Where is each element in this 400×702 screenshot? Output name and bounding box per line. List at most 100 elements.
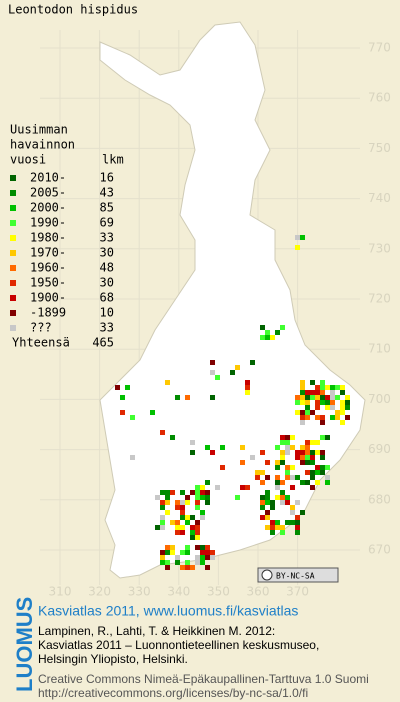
record-square	[300, 420, 305, 425]
legend-swatch	[10, 280, 16, 286]
legend-swatch	[10, 310, 16, 316]
record-square	[300, 415, 305, 420]
legend-label: 2005-	[30, 186, 66, 200]
record-square	[160, 430, 165, 435]
record-square	[330, 400, 335, 405]
legend-swatch	[10, 190, 16, 196]
legend-label: 1970-	[30, 246, 66, 260]
record-square	[300, 410, 305, 415]
record-square	[290, 475, 295, 480]
record-square	[260, 470, 265, 475]
legend-count: 43	[100, 186, 114, 200]
record-square	[330, 390, 335, 395]
record-square	[180, 510, 185, 515]
record-square	[190, 530, 195, 535]
record-square	[305, 445, 310, 450]
legend-swatch	[10, 220, 16, 226]
record-square	[295, 500, 300, 505]
record-square	[290, 520, 295, 525]
record-square	[200, 550, 205, 555]
record-square	[285, 435, 290, 440]
legend-label: 1980-	[30, 231, 66, 245]
record-square	[180, 525, 185, 530]
record-square	[265, 510, 270, 515]
record-square	[290, 510, 295, 515]
record-square	[285, 470, 290, 475]
citation: Lampinen, R., Lahti, T. & Heikkinen M. 2…	[38, 624, 275, 638]
record-square	[260, 480, 265, 485]
y-label: 740	[368, 191, 391, 205]
record-square	[220, 445, 225, 450]
record-square	[305, 415, 310, 420]
legend-count: 30	[100, 276, 114, 290]
record-square	[285, 445, 290, 450]
record-square	[295, 475, 300, 480]
y-label: 670	[368, 543, 391, 557]
record-square	[165, 560, 170, 565]
record-square	[215, 485, 220, 490]
record-square	[190, 565, 195, 570]
x-label: 350	[207, 585, 230, 599]
legend-label: 2000-	[30, 201, 66, 215]
record-square	[320, 465, 325, 470]
record-square	[315, 450, 320, 455]
record-square	[295, 530, 300, 535]
record-square	[305, 390, 310, 395]
record-square	[305, 470, 310, 475]
record-square	[315, 415, 320, 420]
x-label: 310	[49, 585, 72, 599]
record-square	[195, 495, 200, 500]
record-square	[280, 495, 285, 500]
legend-label: 1900-	[30, 291, 66, 305]
legend-swatch	[10, 250, 16, 256]
record-square	[320, 450, 325, 455]
record-square	[345, 400, 350, 405]
record-square	[180, 505, 185, 510]
record-square	[240, 485, 245, 490]
record-square	[120, 410, 125, 415]
record-square	[340, 410, 345, 415]
record-square	[170, 435, 175, 440]
record-square	[300, 455, 305, 460]
record-square	[280, 530, 285, 535]
record-square	[210, 360, 215, 365]
record-square	[250, 360, 255, 365]
record-square	[315, 440, 320, 445]
cc-icon	[261, 569, 273, 581]
record-square	[340, 390, 345, 395]
record-square	[335, 395, 340, 400]
legend-swatch	[10, 205, 16, 211]
legend-count: 30	[100, 246, 114, 260]
y-label: 700	[368, 392, 391, 406]
record-square	[195, 530, 200, 535]
legend-label: 1960-	[30, 261, 66, 275]
record-square	[160, 525, 165, 530]
y-label: 720	[368, 292, 391, 306]
record-square	[130, 455, 135, 460]
record-square	[190, 535, 195, 540]
y-label: 760	[368, 91, 391, 105]
record-square	[335, 415, 340, 420]
legend: 2010- 16 2005- 43 2000- 85 1990- 69 1980- 33 1970-…	[10, 171, 114, 335]
record-square	[325, 475, 330, 480]
link[interactable]: Kasviatlas 2011, www.luomus.fi/kasviatla…	[38, 603, 298, 619]
record-square	[200, 560, 205, 565]
record-square	[340, 405, 345, 410]
record-square	[325, 395, 330, 400]
record-square	[175, 555, 180, 560]
legend-swatch	[10, 175, 16, 181]
legend-count: 68	[100, 291, 114, 305]
record-square	[260, 325, 265, 330]
record-square	[260, 505, 265, 510]
record-square	[285, 440, 290, 445]
record-square	[310, 460, 315, 465]
record-square	[275, 475, 280, 480]
record-square	[155, 525, 160, 530]
record-square	[190, 440, 195, 445]
record-square	[160, 490, 165, 495]
legend-swatch	[10, 235, 16, 241]
record-square	[170, 520, 175, 525]
record-square	[340, 400, 345, 405]
license: http://creativecommons.org/licenses/by-n…	[38, 686, 308, 700]
record-square	[295, 450, 300, 455]
